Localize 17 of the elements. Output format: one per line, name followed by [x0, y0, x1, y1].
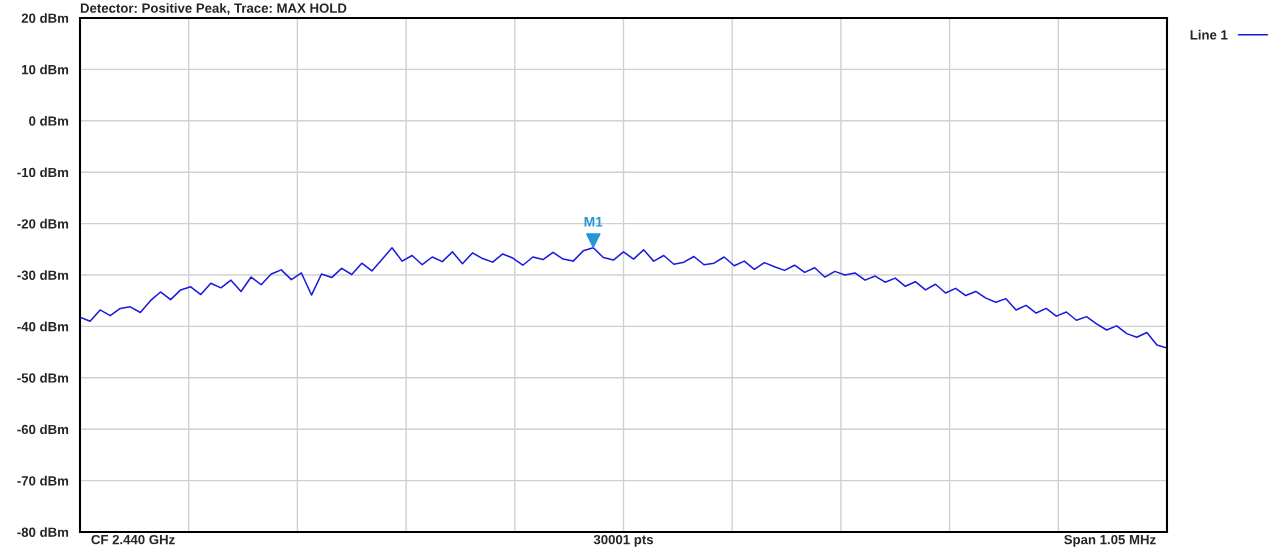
y-tick-label: -80 dBm	[17, 527, 69, 537]
y-tick-label: -20 dBm	[17, 218, 69, 229]
text: 30001 pts	[593, 534, 654, 547]
series-label: M1	[584, 217, 603, 227]
y-tick-label: -60 dBm	[17, 424, 69, 435]
y-tick-label: -40 dBm	[17, 321, 69, 332]
y-tick-label: -50 dBm	[17, 373, 69, 383]
y-tick-label: -30 dBm	[17, 270, 69, 280]
chart-title: Detector: Positive Peak, Trace: MAX HOLD	[80, 3, 347, 15]
y-tick-label: 10 dBm	[22, 64, 69, 75]
y-tick-label: 0 dBm	[29, 116, 69, 126]
y-tick-label: -70 dBm	[17, 475, 69, 486]
y-tick-label: 20 dBm	[21, 13, 69, 23]
text: Span 1.05 MHz	[1064, 534, 1156, 547]
y-tick-label: -10 dBm	[17, 167, 69, 178]
legend-label: Line 1	[1190, 29, 1228, 40]
text: CF 2.440 GHz	[91, 534, 175, 545]
